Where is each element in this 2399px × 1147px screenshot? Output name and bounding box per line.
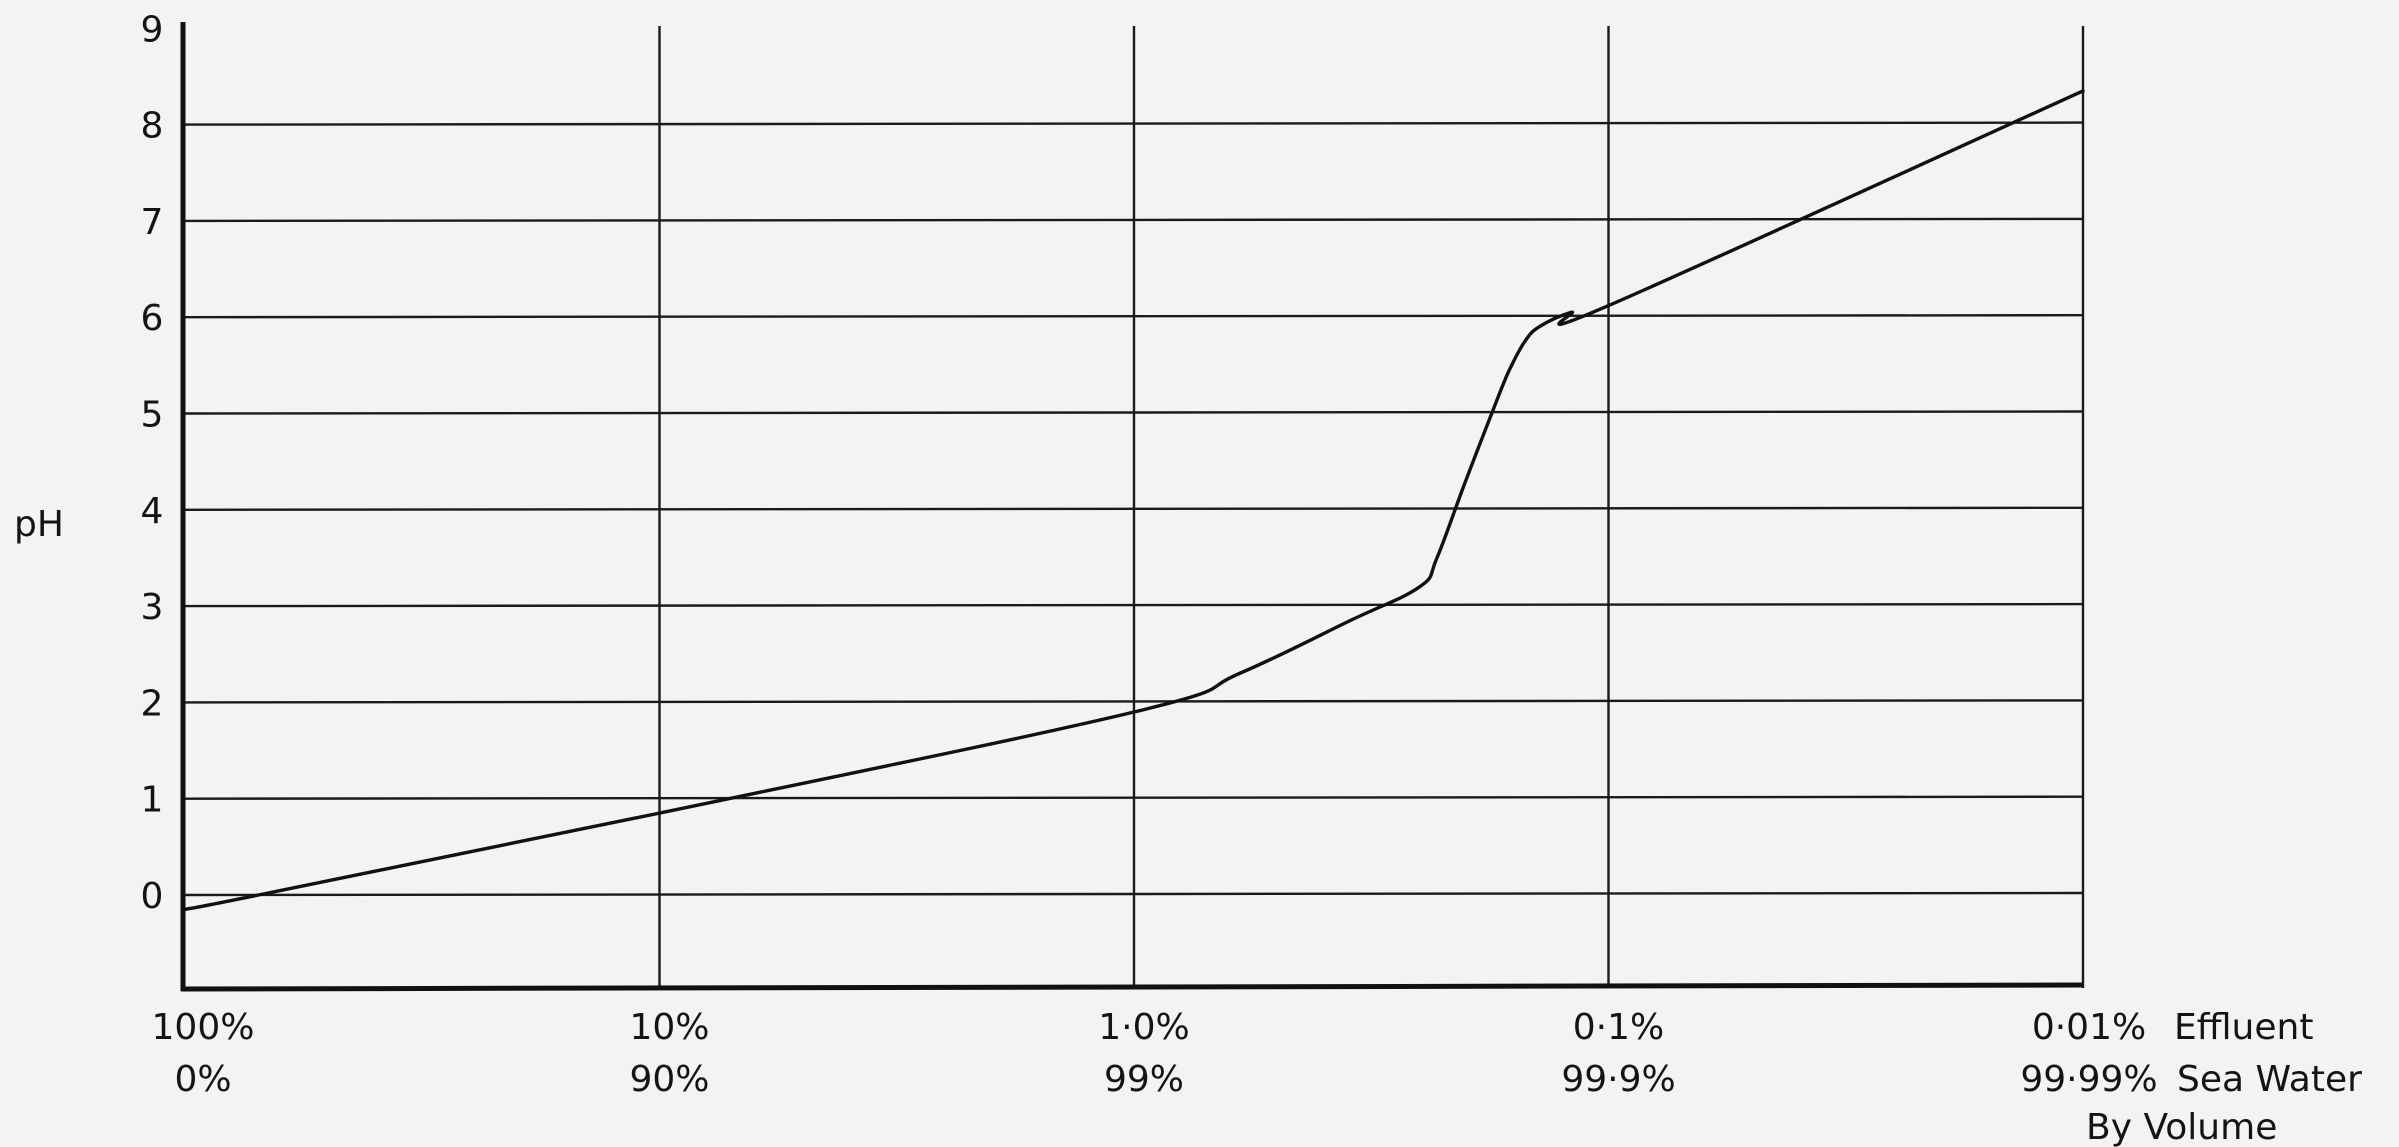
y-tick-label-7: 7 — [141, 202, 164, 243]
x-tick-label-effluent-4: 0·01% — [2032, 1007, 2146, 1048]
y-tick-label-1: 1 — [141, 780, 164, 821]
y-tick-label-8: 8 — [141, 106, 164, 147]
series-layer — [183, 89, 2085, 912]
x-tick-label-seawater-1: 90% — [629, 1059, 709, 1100]
y-tick-label-4: 4 — [141, 491, 164, 532]
x-legend-sea-water: Sea Water — [2177, 1059, 2362, 1100]
y-tick-label-9: 9 — [141, 9, 164, 50]
y-tick-labels: 0 1 2 3 4 5 6 7 8 9 — [141, 9, 164, 917]
x-tick-label-effluent-1: 10% — [629, 1007, 709, 1048]
y-tick-label-2: 2 — [141, 683, 164, 724]
series-line-0 — [183, 89, 2085, 912]
x-legend-effluent: Effluent — [2174, 1007, 2313, 1048]
y-tick-label-5: 5 — [141, 395, 164, 436]
y-tick-label-0: 0 — [141, 876, 164, 917]
x-tick-label-seawater-0: 0% — [174, 1059, 231, 1100]
x-tick-label-effluent-3: 0·1% — [1573, 1007, 1664, 1048]
x-axis-line — [180, 982, 2084, 992]
gridlines — [184, 26, 2085, 988]
y-axis-label: pH — [14, 504, 64, 545]
x-tick-label-effluent-0: 100% — [152, 1007, 255, 1048]
x-tick-label-seawater-2: 99% — [1104, 1059, 1184, 1100]
x-tick-labels: 100% 0% 10% 90% 1·0% 99% 0·1% 99·9% 0·01% 99·99% — [152, 1007, 2158, 1100]
x-tick-label-seawater-4: 99·99% — [2020, 1059, 2157, 1100]
y-tick-label-3: 3 — [141, 587, 164, 628]
x-tick-label-seawater-3: 99·9% — [1561, 1059, 1675, 1100]
x-tick-label-effluent-2: 1·0% — [1098, 1007, 1189, 1048]
axes — [180, 22, 2084, 992]
x-legend-by-volume: By Volume — [2086, 1107, 2277, 1147]
y-tick-label-6: 6 — [141, 298, 164, 339]
